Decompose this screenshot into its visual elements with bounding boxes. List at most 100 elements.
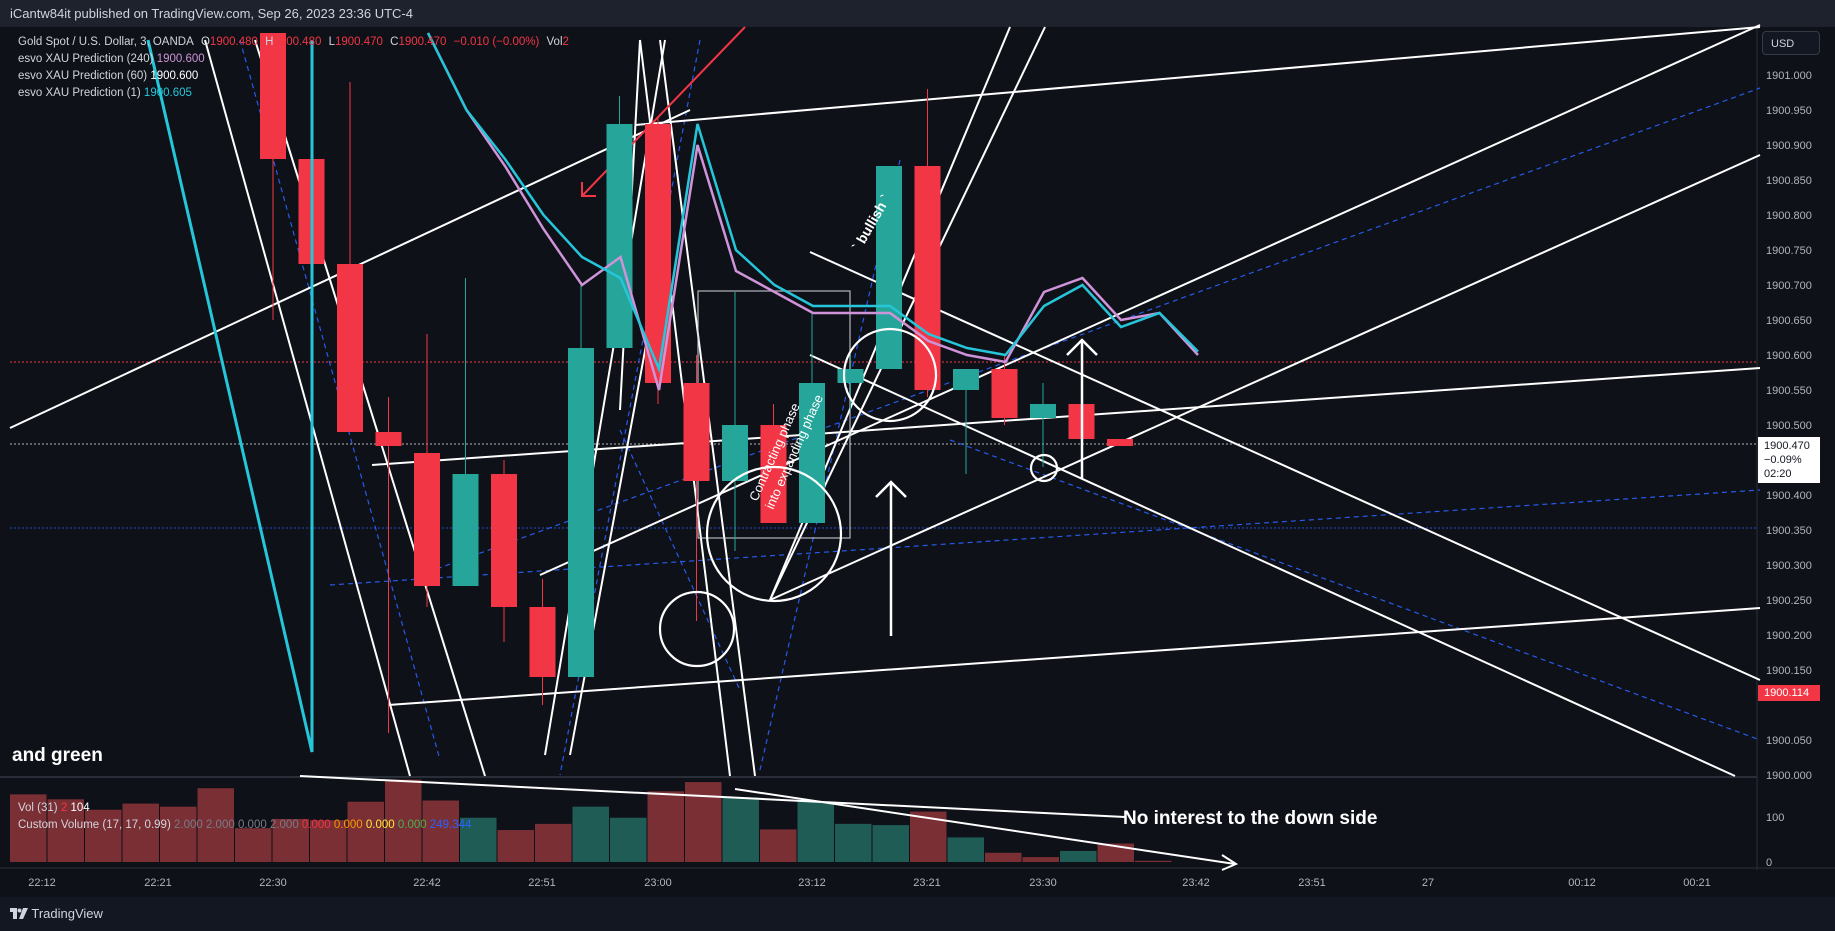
circle-1 — [658, 590, 736, 668]
candle[interactable] — [760, 404, 787, 523]
time-tick-label: 22:42 — [413, 877, 441, 889]
circle-4 — [1029, 453, 1059, 483]
price-tick-label: 1900.800 — [1766, 210, 1812, 222]
close-value: 1900.470 — [398, 36, 447, 48]
up-arrows — [875, 338, 1098, 636]
volume-bar — [835, 823, 872, 862]
candle[interactable] — [568, 285, 594, 677]
indicator-line — [426, 32, 1199, 374]
candle[interactable] — [491, 460, 517, 642]
candle-body — [260, 33, 286, 159]
dashed-line-2 — [329, 489, 1761, 586]
price-tick-label: 1900.350 — [1766, 525, 1812, 537]
price-tick-label: 1900.200 — [1766, 630, 1812, 642]
candle[interactable] — [452, 278, 479, 586]
indicator-name[interactable]: esvo XAU Prediction (60) — [18, 70, 148, 82]
candle-body — [683, 383, 710, 481]
candle[interactable] — [414, 334, 440, 607]
vol-indicator-name[interactable]: Vol (31) — [18, 802, 58, 814]
indicator-name[interactable]: esvo XAU Prediction (240) — [18, 53, 154, 65]
candle[interactable] — [799, 313, 825, 523]
ohlc-row[interactable]: Gold Spot / U.S. Dollar, 3, OANDA O 1900.… — [18, 34, 573, 51]
volume-bar — [1135, 860, 1172, 862]
bar-countdown: 02:20 — [1764, 468, 1792, 480]
time-tick-label: 00:12 — [1568, 877, 1596, 889]
currency-label: USD — [1771, 38, 1795, 50]
volume-trend-line-1 — [299, 775, 1126, 818]
time-tick-label: 22:21 — [144, 877, 172, 889]
price-tick-label: 1900.550 — [1766, 385, 1812, 397]
candle-body — [837, 369, 864, 383]
volume-arrow-head — [1221, 854, 1239, 871]
candle-body — [337, 264, 363, 432]
candle-body — [914, 166, 941, 390]
candle[interactable] — [375, 397, 402, 733]
candle-body — [452, 474, 479, 586]
low-value: 1900.470 — [334, 36, 383, 48]
custom-volume-row[interactable]: Custom Volume (17, 17, 0.99) 2.000 2.000… — [18, 817, 471, 834]
candle[interactable] — [683, 355, 710, 621]
circles — [658, 327, 1059, 668]
candle[interactable] — [953, 369, 979, 474]
candle[interactable] — [529, 579, 556, 705]
custom-volume-value: 0.000 — [365, 819, 398, 831]
volume-bar — [685, 782, 722, 862]
open-label: O — [200, 36, 210, 48]
current-price-tag: 1900.470 −0.09% 02:20 — [1758, 437, 1820, 483]
low-label: L — [328, 36, 335, 48]
candle-body — [529, 607, 556, 677]
trend-line-6 — [769, 154, 1761, 601]
indicator-row-60[interactable]: esvo XAU Prediction (60) 1900.600 — [18, 68, 573, 85]
trend-line-7 — [809, 251, 1761, 681]
symbol-name[interactable]: Gold Spot / U.S. Dollar, 3, OANDA — [18, 36, 194, 48]
trend-line-10 — [254, 39, 486, 777]
candle-body — [760, 425, 787, 523]
volume-bar — [160, 806, 197, 862]
time-tick-label: 22:51 — [528, 877, 556, 889]
candle-body — [722, 425, 748, 481]
currency-selector[interactable]: USD — [1762, 31, 1820, 55]
price-tick-label: 1900.400 — [1766, 490, 1812, 502]
candle[interactable] — [1107, 439, 1133, 446]
volume-bar — [85, 809, 122, 862]
tradingview-logo[interactable]: TradingView — [10, 897, 103, 931]
candle[interactable] — [991, 355, 1018, 425]
volume-trend-line-2 — [734, 788, 1236, 865]
volume-tick-label: 0 — [1766, 857, 1772, 869]
candle-body — [414, 453, 440, 586]
volume-bar — [347, 801, 384, 862]
candle[interactable] — [837, 355, 864, 411]
candle[interactable] — [722, 292, 748, 551]
vol-row[interactable]: Vol (31) 2 104 — [18, 800, 471, 817]
up-arrow-2-head — [1066, 338, 1098, 356]
close-label: C — [390, 36, 399, 48]
volume-bar — [797, 801, 834, 862]
candle[interactable] — [606, 96, 633, 348]
candle[interactable] — [645, 117, 671, 404]
trend-line-4 — [371, 367, 1761, 466]
no-interest-annotation: No interest to the down side — [1123, 808, 1378, 829]
candle[interactable] — [337, 82, 363, 432]
circle-3 — [842, 327, 938, 423]
time-tick-label: 22:30 — [259, 877, 287, 889]
indicator-value: 1900.605 — [143, 87, 192, 99]
volume-bar — [535, 823, 572, 862]
indicator-name[interactable]: esvo XAU Prediction (1) — [18, 87, 141, 99]
candle[interactable] — [1030, 383, 1056, 467]
volume-bar — [47, 799, 84, 862]
candle-body — [953, 369, 979, 390]
candle[interactable] — [260, 33, 286, 320]
volume-bar — [760, 829, 797, 862]
vol-indicator-v2: 104 — [70, 802, 90, 814]
candle[interactable] — [876, 166, 902, 369]
trend-line-2 — [634, 26, 1761, 126]
custom-volume-name[interactable]: Custom Volume (17, 17, 0.99) — [18, 819, 171, 831]
candle[interactable] — [914, 89, 941, 397]
indicator-row-1[interactable]: esvo XAU Prediction (1) 1900.605 — [18, 85, 573, 102]
dashed-line-5 — [619, 429, 741, 691]
volume-bar — [1060, 850, 1097, 862]
cyan-indicator-spike — [146, 39, 314, 753]
indicator-row-240[interactable]: esvo XAU Prediction (240) 1900.600 — [18, 51, 573, 68]
price-tick-label: 1900.600 — [1766, 350, 1812, 362]
